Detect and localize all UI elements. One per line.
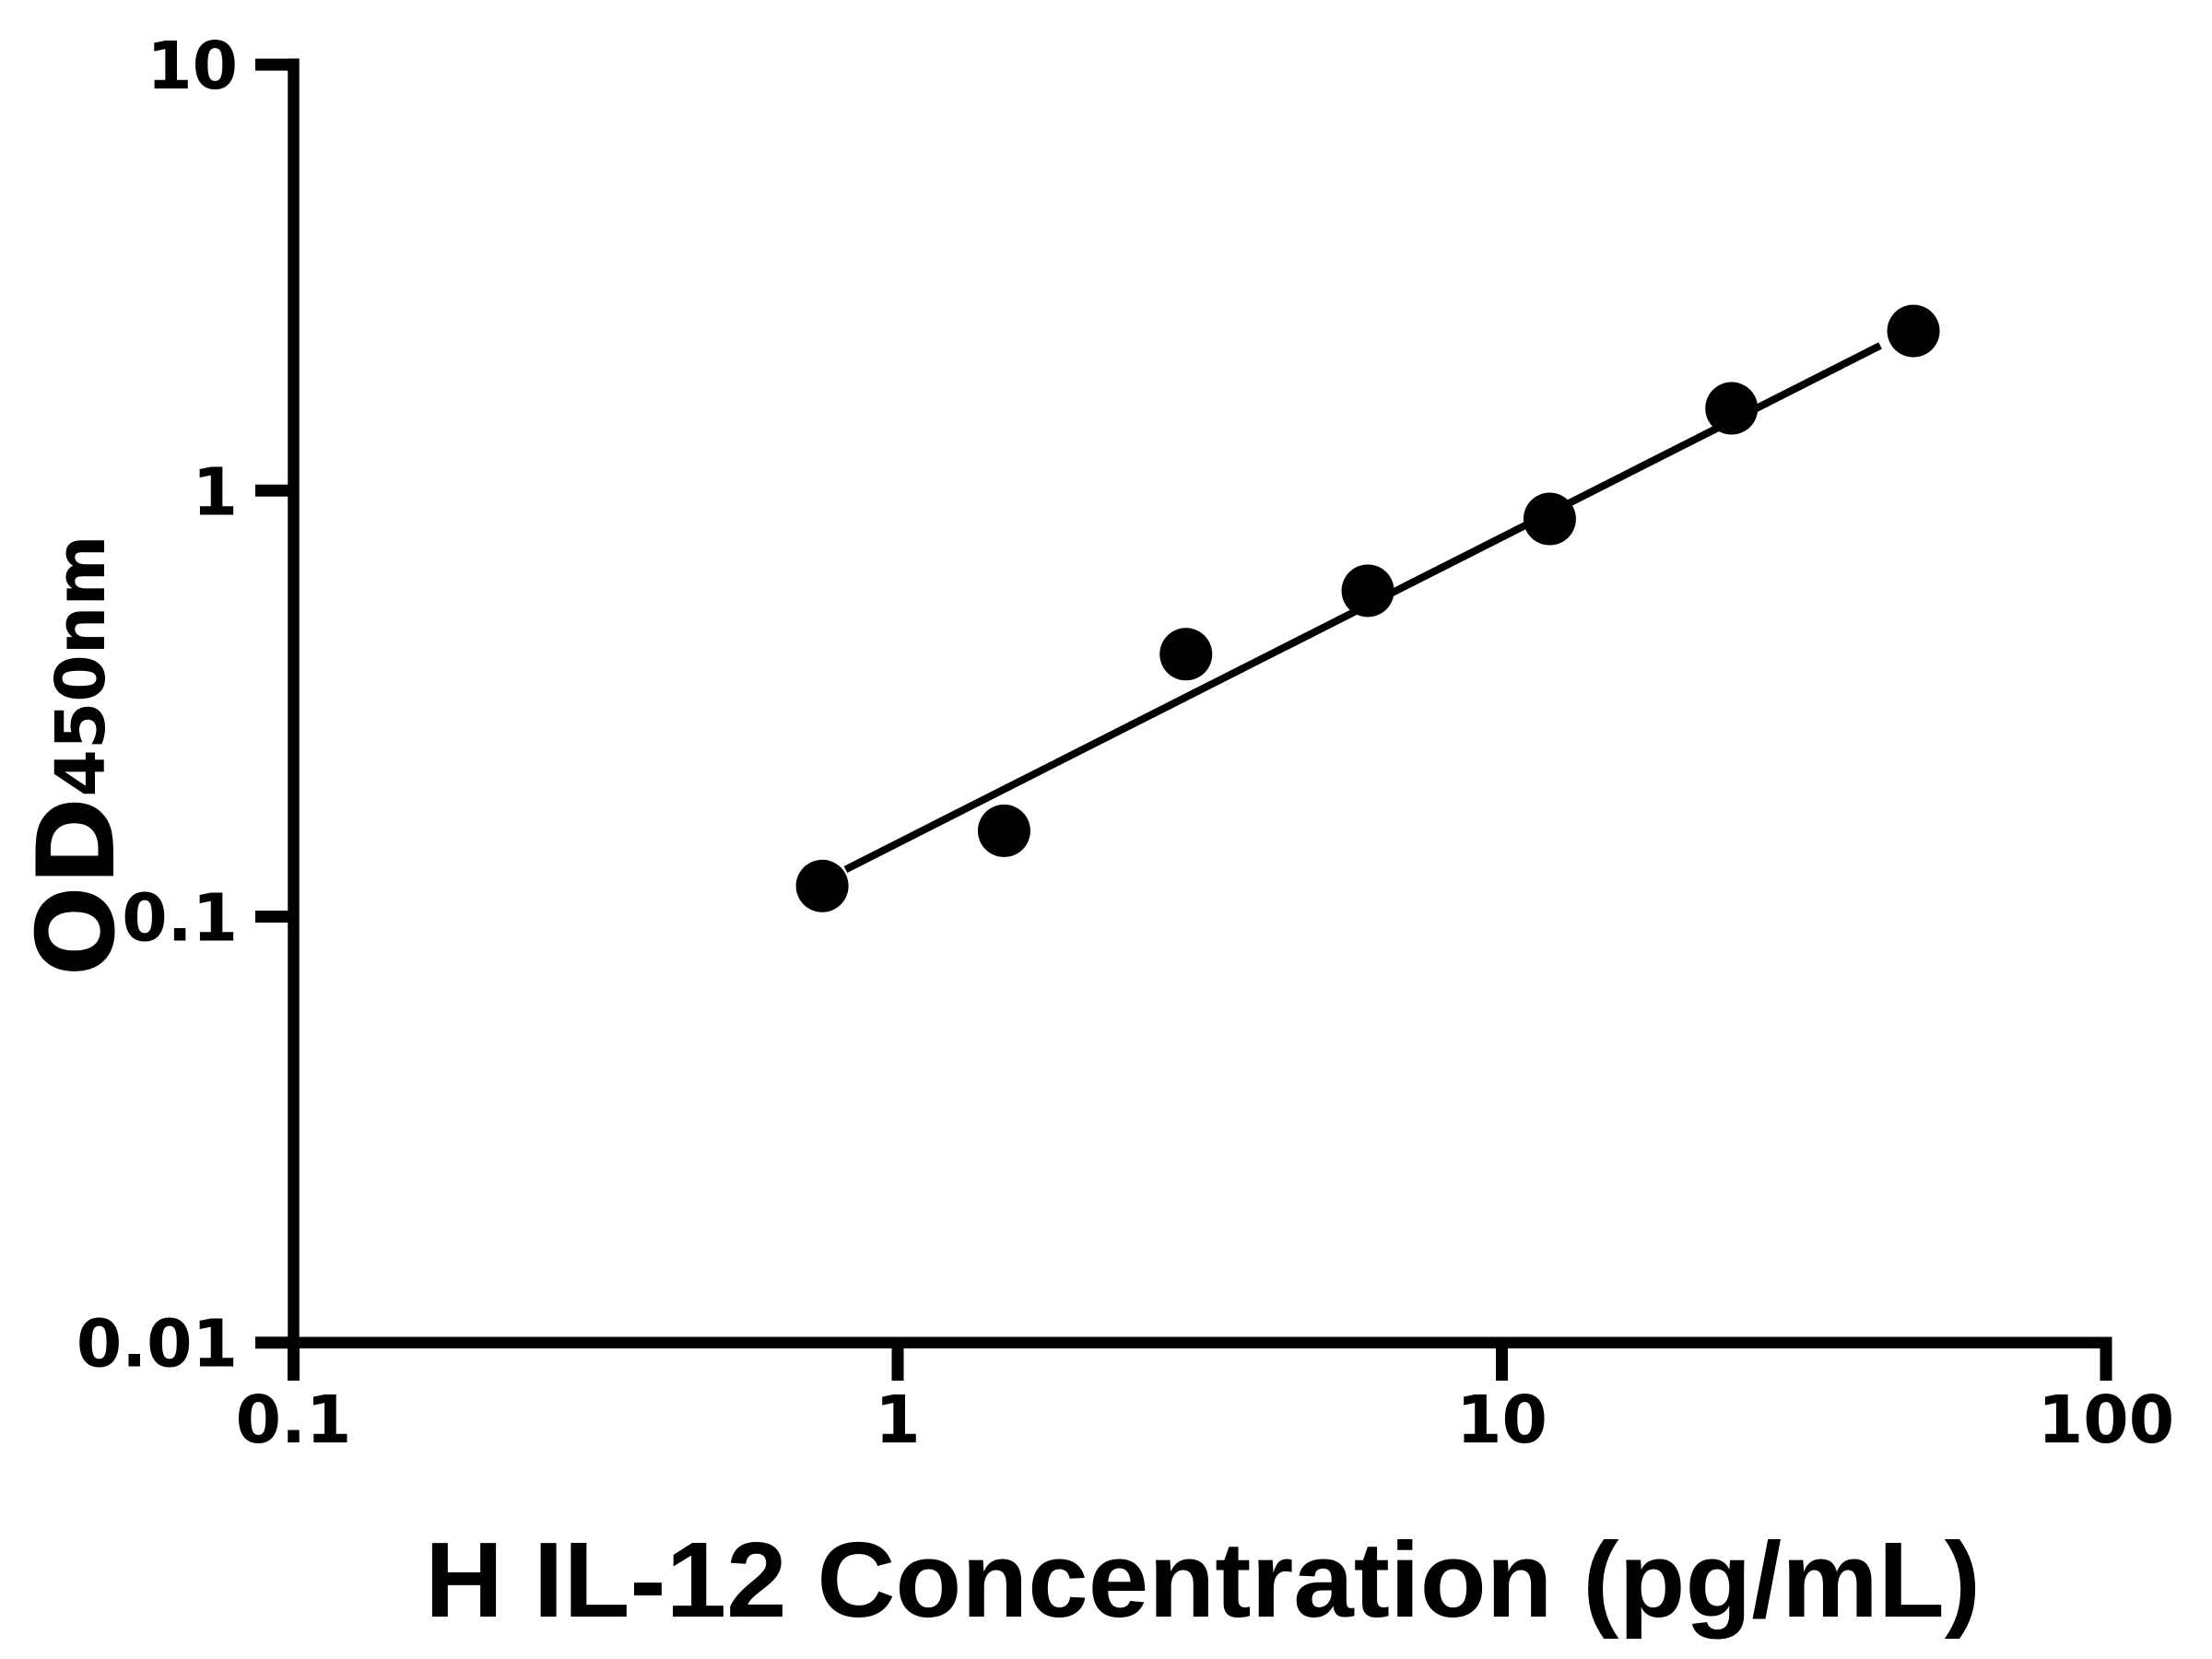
x-tick-label: 0.1 <box>236 1382 352 1458</box>
x-axis-title: H IL-12 Concentration (pg/mL) <box>425 1520 1981 1640</box>
y-axis-title-subscript: 450nm <box>41 535 121 796</box>
data-point-marker <box>1523 492 1576 546</box>
data-point-marker <box>1341 564 1394 618</box>
data-point-marker <box>1159 628 1213 681</box>
y-axis-ticks: 10 1 0.1 0.01 <box>76 28 294 1382</box>
y-axis-title-main: OD <box>15 797 139 977</box>
x-axis-ticks: 0.1 1 10 100 <box>236 1342 2174 1458</box>
data-point-marker <box>977 804 1030 857</box>
x-tick-label: 100 <box>2038 1382 2174 1458</box>
y-tick-label: 1 <box>193 453 238 530</box>
data-point-marker <box>1887 304 1940 358</box>
y-axis-title: OD450nm <box>15 535 139 976</box>
data-points-group <box>795 304 1940 912</box>
data-point-marker <box>1705 382 1759 435</box>
y-tick-label: 0.1 <box>122 880 238 957</box>
y-tick-label: 0.01 <box>76 1306 238 1382</box>
data-point-marker <box>795 859 849 912</box>
x-tick-label: 10 <box>1456 1382 1547 1458</box>
y-tick-label: 10 <box>147 28 238 104</box>
x-tick-label: 1 <box>875 1382 920 1458</box>
